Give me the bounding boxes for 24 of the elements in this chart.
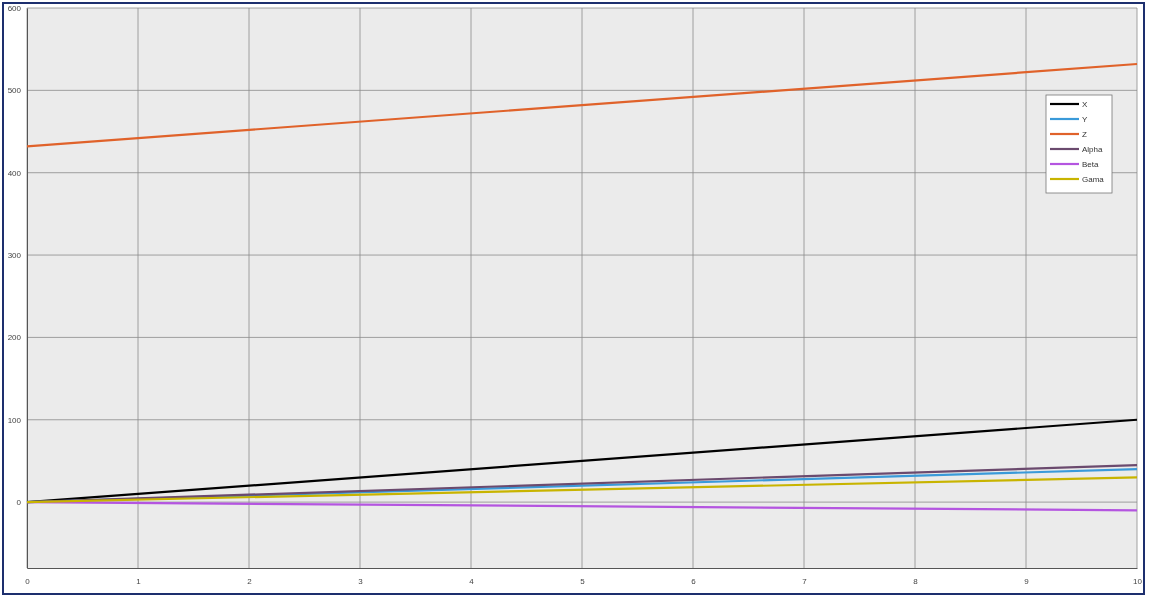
legend-label: X: [1082, 100, 1088, 109]
y-tick-label: 500: [7, 86, 22, 96]
y-tick-label: 200: [7, 333, 22, 343]
x-tick-label: 6: [691, 576, 697, 586]
legend-label: Gama: [1082, 175, 1105, 184]
legend-label: Z: [1082, 130, 1087, 139]
x-tick-label: 1: [136, 576, 142, 586]
x-tick-label: 7: [802, 576, 808, 586]
x-tick-label: 10: [1133, 576, 1143, 586]
x-tick-label: 2: [247, 576, 253, 586]
y-tick-label: 600: [7, 4, 22, 14]
x-tick-label: 0: [25, 576, 31, 586]
x-tick-label: 8: [913, 576, 919, 586]
legend-label: Alpha: [1082, 145, 1104, 154]
legend-label: Beta: [1082, 160, 1100, 169]
y-tick-label: 100: [7, 415, 22, 425]
legend-label: Y: [1082, 115, 1088, 124]
y-tick-label: 300: [7, 251, 22, 261]
x-tick-label: 9: [1024, 576, 1030, 586]
x-tick-label: 4: [469, 576, 475, 586]
y-tick-label: 400: [7, 168, 22, 178]
x-tick-label: 5: [580, 576, 586, 586]
y-tick-label: 0: [16, 498, 22, 508]
x-tick-label: 3: [358, 576, 364, 586]
